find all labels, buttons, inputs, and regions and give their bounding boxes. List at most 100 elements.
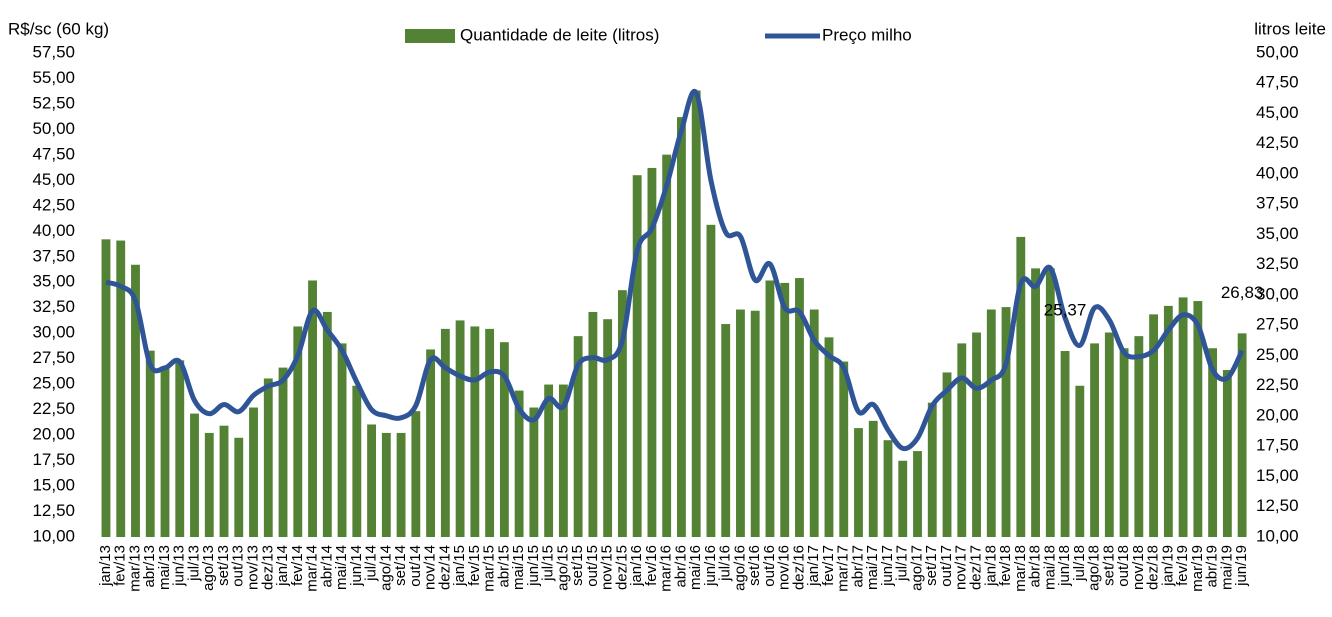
legend-label: Quantidade de leite (litros) — [460, 25, 659, 44]
bar — [927, 402, 937, 537]
x-tick-label: jan/14 — [274, 545, 291, 587]
x-tick-label: ago/14 — [377, 545, 394, 591]
y-tick-label: 42,50 — [32, 195, 75, 214]
x-tick-label: jan/16 — [628, 545, 645, 587]
bar — [1075, 385, 1085, 537]
x-tick-label: set/18 — [1100, 545, 1117, 586]
x-tick-label: nov/13 — [244, 545, 261, 590]
x-tick-label: set/16 — [746, 545, 763, 586]
bar — [367, 424, 376, 537]
x-tick-label: set/17 — [923, 545, 940, 586]
bar — [101, 239, 111, 537]
x-tick-label: abr/17 — [849, 545, 866, 588]
y-tick-label: 50,00 — [32, 119, 75, 138]
x-tick-label: abr/13 — [141, 545, 158, 588]
bar — [440, 328, 450, 537]
bar — [721, 324, 731, 537]
legend-label: Preço milho — [822, 25, 912, 44]
bar — [1134, 336, 1144, 537]
y2-tick-label: 20,00 — [1256, 405, 1299, 424]
legend-swatch — [405, 29, 455, 43]
y-axis-label: R$/sc (60 kg) — [8, 19, 109, 38]
x-tick-label: out/15 — [584, 545, 601, 587]
x-tick-label: jun/14 — [348, 545, 365, 587]
x-tick-label: jun/17 — [879, 545, 896, 587]
x-tick-label: mar/14 — [304, 545, 321, 592]
x-tick-label: jul/16 — [717, 545, 734, 582]
bar — [190, 413, 199, 537]
bar — [131, 264, 140, 537]
x-tick-label: fev/13 — [112, 545, 129, 586]
bar — [1193, 301, 1203, 537]
y2-tick-label: 32,50 — [1256, 254, 1299, 273]
bar — [175, 360, 185, 537]
y-tick-label: 25,00 — [32, 374, 75, 393]
x-tick-label: jul/15 — [540, 545, 557, 582]
y2-tick-label: 12,50 — [1256, 496, 1299, 515]
bar — [795, 278, 804, 537]
bar — [736, 309, 745, 537]
x-tick-label: out/17 — [938, 545, 955, 587]
y-tick-label: 10,00 — [32, 526, 75, 545]
bar — [308, 280, 317, 537]
y-tick-label: 22,50 — [32, 399, 75, 418]
bar — [662, 154, 672, 537]
y-tick-label: 30,00 — [32, 323, 75, 342]
y-tick-label: 12,50 — [32, 501, 75, 520]
bar — [957, 343, 967, 537]
x-tick-label: nov/16 — [776, 545, 793, 590]
bar — [1045, 268, 1055, 537]
y2-axis-label: litros leite — [1254, 19, 1326, 38]
x-tick-label: nov/15 — [599, 545, 616, 590]
x-tick-label: ago/18 — [1086, 545, 1103, 591]
line — [105, 88, 1245, 452]
bar — [942, 372, 952, 537]
bar — [544, 384, 554, 537]
x-tick-label: dez/15 — [613, 545, 630, 590]
y-tick-label: 57,50 — [32, 42, 75, 61]
x-tick-label: out/18 — [1115, 545, 1132, 587]
bar — [278, 367, 288, 537]
x-tick-label: mai/18 — [1041, 545, 1058, 590]
x-tick-label: abr/18 — [1027, 545, 1044, 588]
x-tick-label: mai/17 — [864, 545, 881, 590]
bar — [868, 420, 878, 537]
bar — [381, 432, 391, 537]
bar — [1237, 333, 1247, 537]
y-tick-label: 40,00 — [32, 221, 75, 240]
x-tick-label: jan/15 — [451, 545, 468, 587]
x-tick-label: out/14 — [407, 545, 424, 587]
bar — [1208, 348, 1218, 537]
y2-tick-label: 27,50 — [1256, 315, 1299, 334]
y2-tick-label: 50,00 — [1256, 42, 1299, 61]
bar — [322, 311, 332, 537]
bar — [514, 390, 524, 537]
y-tick-label: 37,50 — [32, 246, 75, 265]
bar — [1163, 305, 1173, 537]
bar — [780, 282, 790, 537]
y2-tick-label: 15,00 — [1256, 466, 1299, 485]
y2-tick-label: 37,50 — [1256, 194, 1299, 213]
x-tick-label: ago/16 — [731, 545, 748, 591]
x-tick-label: jul/14 — [363, 545, 380, 582]
bar — [677, 117, 686, 537]
y-tick-label: 32,50 — [32, 297, 75, 316]
x-tick-label: jan/18 — [982, 545, 999, 587]
x-tick-label: jan/13 — [97, 545, 114, 587]
bar — [1222, 370, 1232, 537]
x-tick-label: jan/19 — [1159, 545, 1176, 587]
bar — [1016, 236, 1026, 538]
bar — [617, 290, 627, 537]
x-tick-label: fev/15 — [466, 545, 483, 586]
x-tick-label: mar/16 — [658, 545, 675, 592]
x-tick-label: jun/15 — [525, 545, 542, 587]
x-tick-label: jun/16 — [702, 545, 719, 587]
bar — [352, 385, 362, 537]
bar — [470, 326, 480, 537]
y2-tick-label: 22,50 — [1256, 375, 1299, 394]
bar — [219, 425, 229, 537]
x-tick-label: dez/14 — [436, 545, 453, 590]
x-tick-label: jan/17 — [805, 545, 822, 587]
bar — [750, 310, 760, 537]
y2-tick-label: 47,50 — [1256, 73, 1299, 92]
